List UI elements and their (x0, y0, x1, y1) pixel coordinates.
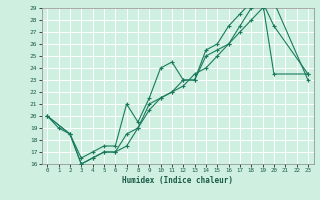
X-axis label: Humidex (Indice chaleur): Humidex (Indice chaleur) (122, 176, 233, 185)
